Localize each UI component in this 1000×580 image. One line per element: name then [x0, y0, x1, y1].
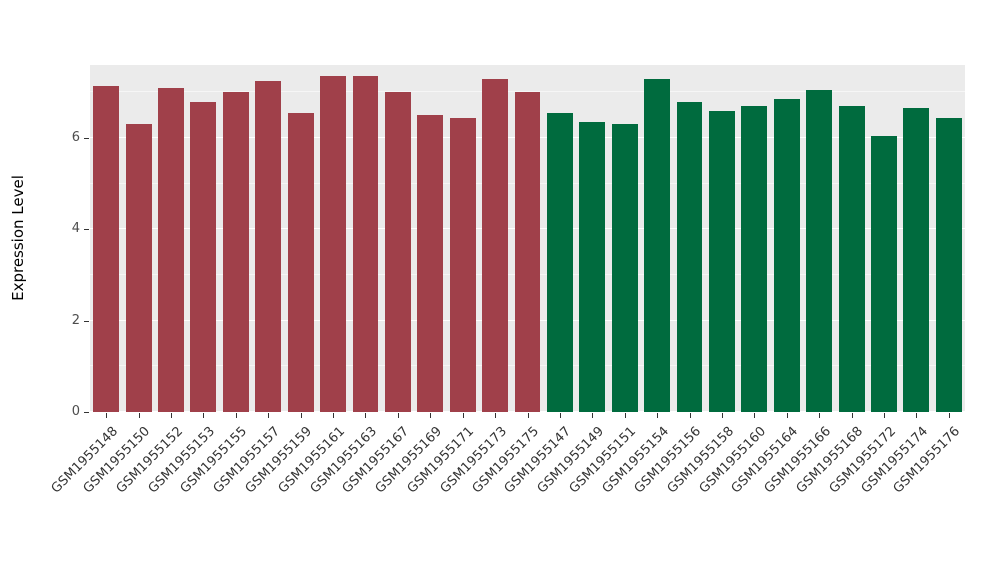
bar-GSM1955148: [93, 85, 120, 412]
x-tick-mark: [235, 413, 237, 418]
y-tick-mark: [84, 412, 89, 413]
x-tick-mark: [462, 413, 464, 418]
bar-GSM1955169: [417, 115, 444, 412]
bar-GSM1955166: [806, 90, 833, 412]
bar-GSM1955163: [352, 76, 379, 412]
x-tick-mark: [592, 413, 594, 418]
x-tick-mark: [559, 413, 561, 418]
bar-GSM1955154: [644, 78, 671, 412]
y-tick-label: 0: [71, 404, 80, 419]
x-tick-mark: [495, 413, 497, 418]
bar-GSM1955147: [546, 112, 573, 412]
bar-GSM1955155: [222, 92, 249, 412]
y-tick-label: 4: [71, 221, 80, 237]
y-tick-label: 2: [71, 312, 80, 328]
x-tick-mark: [365, 413, 367, 418]
x-tick-mark: [819, 413, 821, 418]
bar-GSM1955167: [384, 92, 411, 412]
x-tick-mark: [851, 413, 853, 418]
x-tick-mark: [333, 413, 335, 418]
bar-GSM1955159: [287, 112, 314, 412]
x-tick-mark: [527, 413, 529, 418]
x-tick-mark: [397, 413, 399, 418]
bar-GSM1955157: [255, 80, 282, 412]
y-tick-label: 6: [71, 130, 80, 146]
bar-GSM1955153: [190, 101, 217, 412]
bar-GSM1955175: [514, 92, 541, 412]
x-tick-mark: [948, 413, 950, 418]
x-tick-mark: [268, 413, 270, 418]
bar-GSM1955176: [935, 117, 962, 412]
bar-GSM1955172: [871, 135, 897, 412]
x-tick-mark: [657, 413, 659, 418]
plot-area: [90, 65, 965, 412]
x-tick-mark: [138, 413, 140, 418]
x-tick-mark: [624, 413, 626, 418]
x-tick-mark: [883, 413, 885, 418]
x-tick-mark: [430, 413, 432, 418]
bar-GSM1955174: [903, 108, 930, 412]
x-tick-mark: [721, 413, 723, 418]
bar-GSM1955150: [125, 124, 152, 412]
y-axis-title: Expression Level: [9, 175, 27, 301]
bar-GSM1955158: [708, 110, 735, 412]
y-tick-mark: [84, 229, 89, 231]
x-tick-mark: [786, 413, 788, 418]
bar-GSM1955156: [676, 101, 703, 412]
bar-GSM1955151: [611, 124, 638, 412]
x-tick-mark: [203, 413, 205, 418]
x-tick-mark: [300, 413, 302, 418]
bar-GSM1955160: [741, 106, 768, 412]
bar-GSM1955168: [838, 106, 865, 412]
x-tick-mark: [171, 413, 173, 418]
x-tick-mark: [916, 413, 918, 418]
x-tick-mark: [106, 413, 108, 418]
x-tick-mark: [689, 413, 691, 418]
y-tick-mark: [84, 320, 89, 322]
bar-GSM1955173: [482, 78, 509, 412]
bar-GSM1955171: [449, 117, 476, 412]
x-tick-mark: [754, 413, 756, 418]
bar-GSM1955149: [579, 122, 606, 412]
bar-GSM1955161: [320, 76, 346, 412]
bar-GSM1955152: [158, 87, 184, 412]
y-tick-mark: [84, 138, 89, 140]
bar-GSM1955164: [773, 99, 800, 412]
minor-gridline: [90, 91, 965, 93]
